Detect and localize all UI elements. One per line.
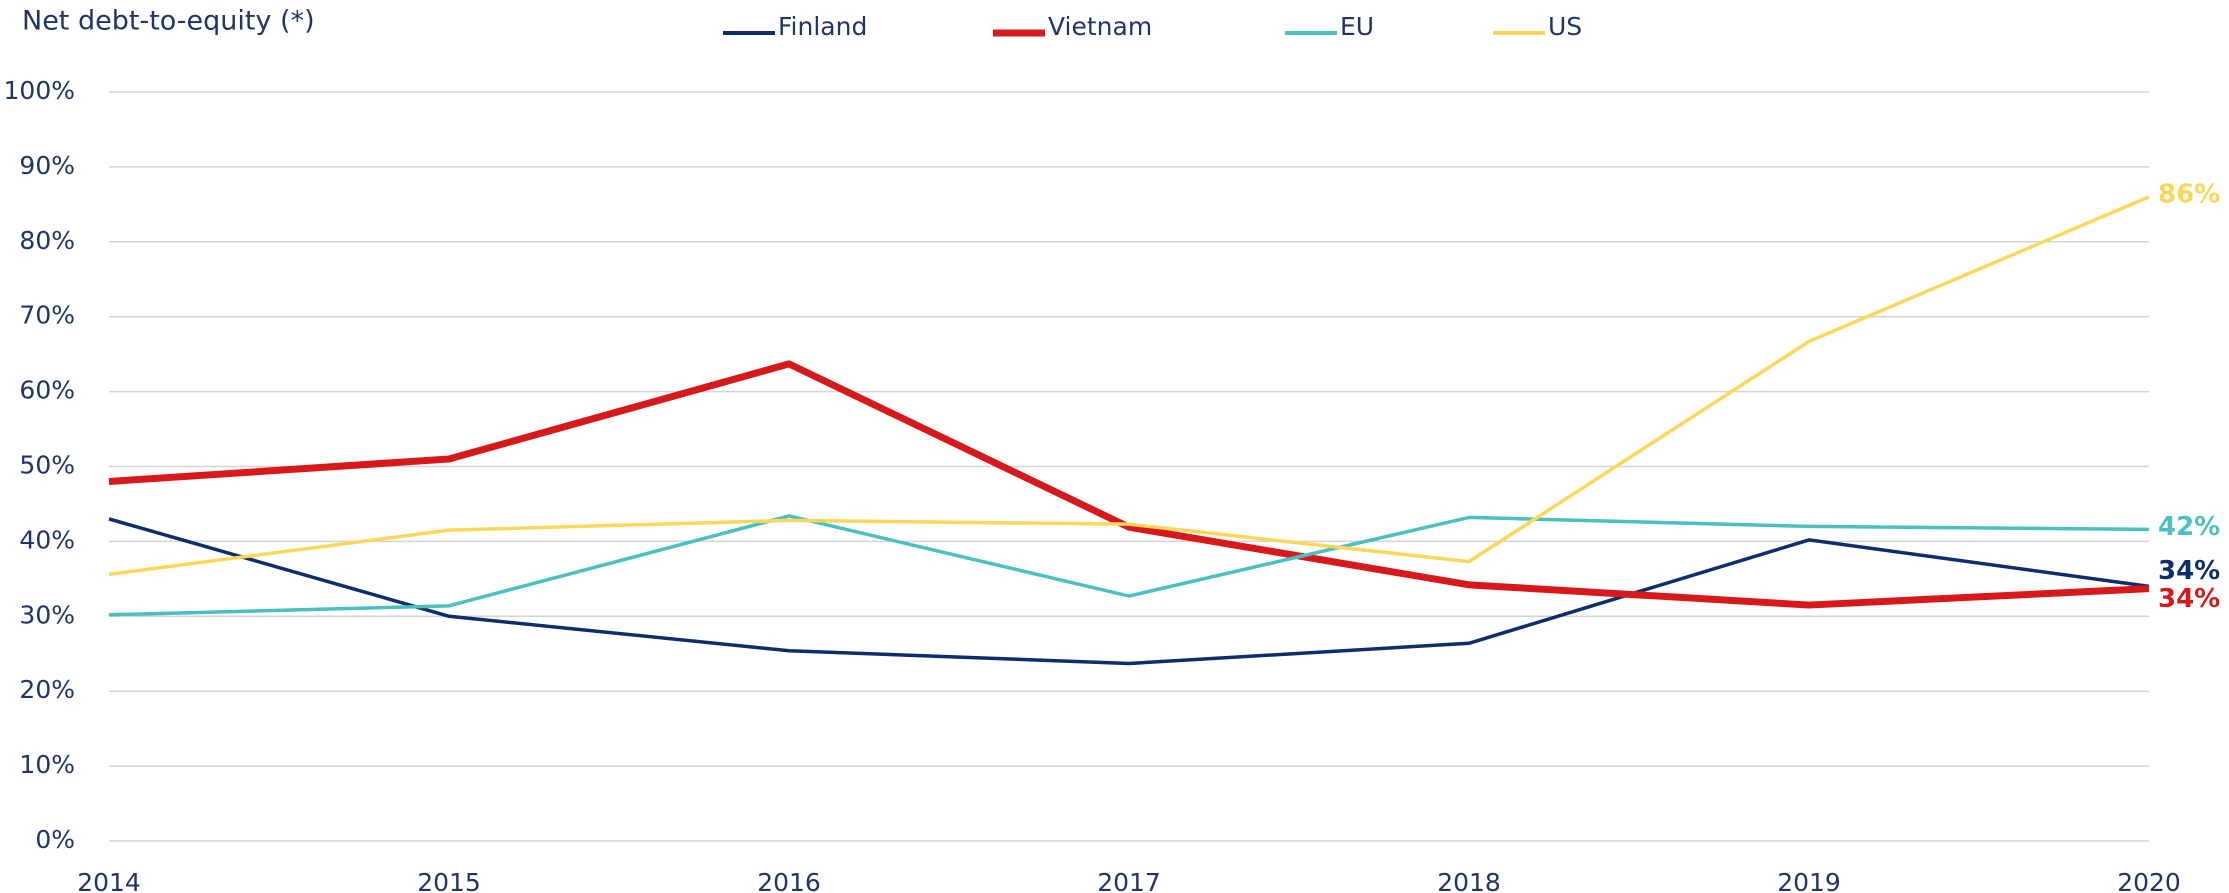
legend-label: Vietnam (1048, 12, 1152, 41)
y-tick-label: 0% (35, 825, 75, 854)
y-tick-label: 80% (19, 226, 75, 255)
legend-label: Finland (778, 12, 867, 41)
x-tick-label: 2018 (1437, 868, 1501, 893)
y-tick-label: 30% (19, 600, 75, 629)
x-tick-label: 2016 (757, 868, 821, 893)
end-label: 34% (2158, 584, 2220, 614)
y-tick-label: 90% (19, 151, 75, 180)
y-tick-label: 100% (4, 76, 75, 105)
y-tick-label: 10% (19, 750, 75, 779)
y-tick-label: 60% (19, 376, 75, 405)
series-line (108, 360, 2150, 609)
series-line (108, 517, 2150, 666)
y-tick-label: 50% (19, 451, 75, 480)
legend-label: EU (1340, 12, 1374, 41)
x-tick-label: 2020 (2117, 868, 2181, 893)
end-label: 86% (2158, 179, 2220, 209)
y-tick-label: 40% (19, 525, 75, 554)
series-line (108, 195, 2150, 577)
y-tick-label: 70% (19, 301, 75, 330)
x-tick-label: 2017 (1097, 868, 1161, 893)
y-tick-label: 20% (19, 675, 75, 704)
legend-label: US (1548, 12, 1582, 41)
x-tick-label: 2015 (417, 868, 481, 893)
end-label: 42% (2158, 512, 2220, 542)
chart-title: Net debt-to-equity (*) (22, 6, 315, 37)
end-label: 34% (2158, 556, 2220, 586)
x-tick-label: 2019 (1777, 868, 1841, 893)
x-tick-label: 2014 (77, 868, 141, 893)
series-line (108, 514, 2150, 617)
